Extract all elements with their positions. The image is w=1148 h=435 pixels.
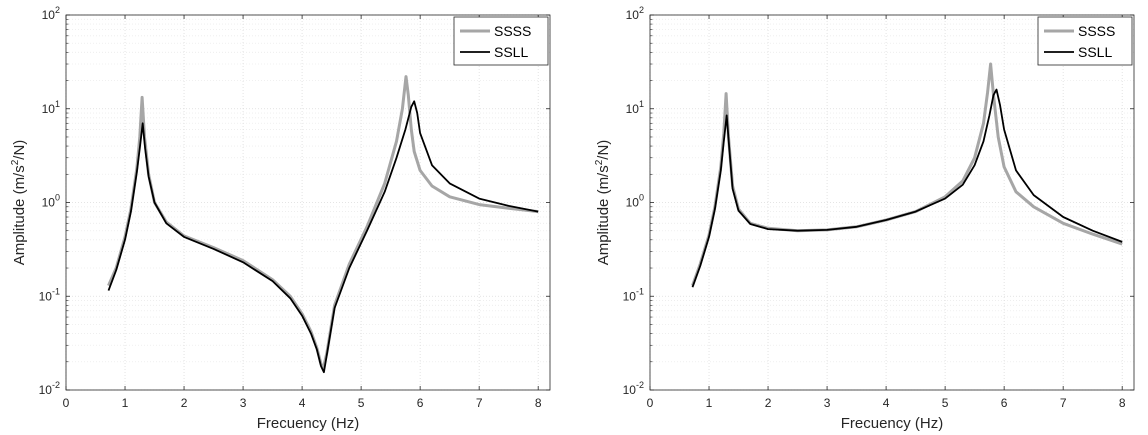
series-group	[693, 64, 1123, 287]
x-tick-label: 2	[181, 396, 188, 410]
y-tick-label: 10-2	[39, 380, 60, 397]
y-tick-label: 100	[626, 193, 644, 210]
x-tick-label: 8	[1119, 396, 1126, 410]
x-tick-label: 7	[1060, 396, 1067, 410]
x-tick-label: 6	[1001, 396, 1008, 410]
y-tick-label: 10-1	[623, 286, 644, 303]
y-tick-label: 100	[42, 193, 60, 210]
chart-panel-1: 0 1 2 3 4 5 6 7 8 10-2 10-1 100 101 102 Frecuency (Hz)…	[10, 5, 550, 432]
x-tick-label: 8	[535, 396, 542, 410]
y-tick-label: 10-2	[623, 380, 644, 397]
x-tick-label: 7	[476, 396, 483, 410]
minor-grid	[650, 19, 1134, 361]
y-tick-label: 10-1	[39, 286, 60, 303]
x-tick-label: 1	[122, 396, 129, 410]
legend-label-ssll: SSLL	[1078, 44, 1112, 60]
x-tick-label: 4	[883, 396, 890, 410]
legend-label-ssss: SSSS	[1078, 23, 1115, 39]
y-axis-label: Amplitude (m/s2/N)	[594, 140, 612, 266]
legend-label-ssss: SSSS	[494, 23, 531, 39]
chart-panel-2: 0 1 2 3 4 5 6 7 8 10-2 10-1 100 101 102 Frecuency (Hz)…	[594, 5, 1134, 432]
y-tick-label: 101	[42, 99, 60, 116]
minor-grid	[66, 19, 550, 361]
y-tick-label: 102	[626, 5, 644, 22]
x-tick-label: 6	[417, 396, 424, 410]
x-axis-label: Frecuency (Hz)	[841, 415, 944, 432]
series-group	[109, 77, 539, 373]
x-axis-label: Frecuency (Hz)	[257, 415, 360, 432]
legend: SSSS SSLL	[1038, 17, 1132, 65]
x-tick-label: 0	[63, 396, 70, 410]
legend: SSSS SSLL	[454, 17, 548, 65]
y-tick-label: 101	[626, 99, 644, 116]
x-tick-label: 4	[299, 396, 306, 410]
x-tick-label: 3	[824, 396, 831, 410]
series-line-ssss	[109, 77, 539, 369]
x-tick-label: 3	[240, 396, 247, 410]
y-tick-label: 102	[42, 5, 60, 22]
y-axis-label: Amplitude (m/s2/N)	[10, 140, 28, 266]
x-tick-label: 1	[706, 396, 713, 410]
x-tick-label: 2	[765, 396, 772, 410]
series-line-ssll	[109, 101, 539, 372]
x-tick-label: 5	[942, 396, 949, 410]
legend-label-ssll: SSLL	[494, 44, 528, 60]
x-tick-label: 5	[358, 396, 365, 410]
x-tick-label: 0	[647, 396, 654, 410]
series-line-ssll	[693, 90, 1123, 288]
series-line-ssss	[693, 64, 1123, 286]
